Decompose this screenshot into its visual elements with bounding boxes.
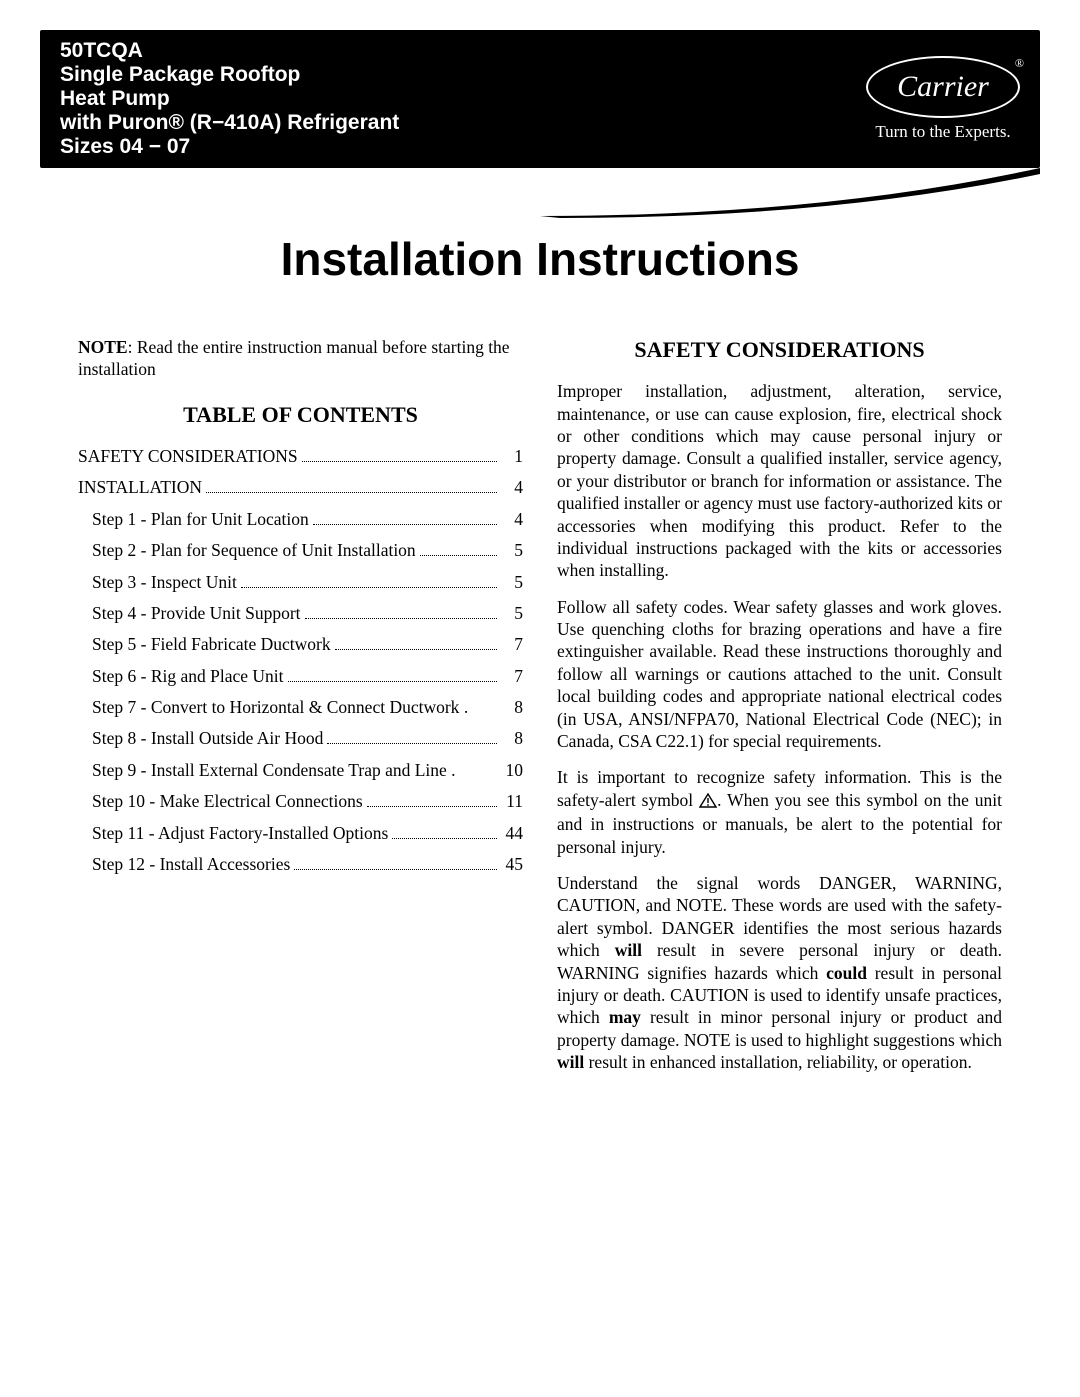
toc-row: Step 5 - Field Fabricate Ductwork 7 [78,633,523,655]
toc-page: 7 [501,665,523,687]
brand-logo: Carrier ® Turn to the Experts. [866,56,1020,142]
toc-short-dots: . [459,696,472,718]
toc-page: 10 [501,759,523,781]
toc-label: Step 3 - Inspect Unit [92,571,237,593]
toc-label: Step 5 - Field Fabricate Ductwork [92,633,331,655]
toc-label: Step 2 - Plan for Sequence of Unit Insta… [92,539,416,561]
toc-heading: TABLE OF CONTENTS [78,401,523,429]
toc-page: 7 [501,633,523,655]
safety-p4-b2: could [826,963,867,983]
page-title: Installation Instructions [0,232,1080,286]
toc-row: Step 11 - Adjust Factory-Installed Optio… [78,822,523,844]
logo-name: Carrier [897,70,989,104]
safety-paragraph-1: Improper installation, adjustment, alter… [557,380,1002,582]
toc-dots [206,492,497,493]
safety-p4-b1: will [615,940,642,960]
toc-row: SAFETY CONSIDERATIONS 1 [78,445,523,467]
toc-row: Step 9 - Install External Condensate Tra… [78,759,523,781]
safety-paragraph-4: Understand the signal words DANGER, WARN… [557,872,1002,1074]
toc-label: Step 11 - Adjust Factory-Installed Optio… [92,822,388,844]
header-line-5: Sizes 04 − 07 [60,135,190,158]
toc-page: 8 [501,696,523,718]
toc-label: Step 8 - Install Outside Air Hood [92,727,323,749]
toc-page: 44 [501,822,523,844]
toc-short-dots: . [447,759,460,781]
header-line-1: 50TCQA [60,39,143,62]
toc-page: 45 [501,853,523,875]
toc-dots [294,869,497,870]
header-line-2: Single Package Rooftop [60,63,300,86]
document-page: 50TCQA Single Package Rooftop Heat Pump … [0,30,1080,1147]
toc-page: 4 [501,476,523,498]
toc-row: Step 4 - Provide Unit Support 5 [78,602,523,624]
toc-row: Step 6 - Rig and Place Unit 7 [78,665,523,687]
toc-page: 4 [501,508,523,530]
toc-dots [305,618,497,619]
toc-label: Step 4 - Provide Unit Support [92,602,301,624]
safety-paragraph-2: Follow all safety codes. Wear safety gla… [557,596,1002,753]
safety-p4-b3: may [609,1007,641,1027]
header-line-4: with Puron® (R−410A) Refrigerant [60,111,399,134]
note-line: NOTE: Read the entire instruction manual… [78,336,523,381]
safety-alert-icon [699,791,717,813]
toc-row: Step 12 - Install Accessories 45 [78,853,523,875]
toc-page: 1 [501,445,523,467]
toc-label: INSTALLATION [78,476,202,498]
toc-row: Step 3 - Inspect Unit 5 [78,571,523,593]
toc-row: Step 1 - Plan for Unit Location 4 [78,508,523,530]
toc-dots [302,461,497,462]
toc-dots [241,587,497,588]
toc-label: Step 7 - Convert to Horizontal & Connect… [92,696,459,718]
logo-tagline: Turn to the Experts. [875,122,1010,142]
toc-list: SAFETY CONSIDERATIONS1INSTALLATION4Step … [78,445,523,875]
content-columns: NOTE: Read the entire instruction manual… [0,336,1080,1147]
toc-label: Step 10 - Make Electrical Connections [92,790,363,812]
toc-page: 8 [501,727,523,749]
toc-row: Step 7 - Convert to Horizontal & Connect… [78,696,523,718]
toc-label: Step 12 - Install Accessories [92,853,290,875]
toc-row: INSTALLATION 4 [78,476,523,498]
header-product-text: 50TCQA Single Package Rooftop Heat Pump … [60,39,399,160]
left-column: NOTE: Read the entire instruction manual… [78,336,523,1087]
toc-label: SAFETY CONSIDERATIONS [78,445,298,467]
header-band: 50TCQA Single Package Rooftop Heat Pump … [40,30,1040,168]
safety-p4-b4: will [557,1052,584,1072]
toc-dots [288,681,497,682]
safety-paragraph-3: It is important to recognize safety info… [557,766,1002,858]
toc-dots [335,649,497,650]
toc-page: 11 [501,790,523,812]
toc-label: Step 6 - Rig and Place Unit [92,665,284,687]
safety-heading: SAFETY CONSIDERATIONS [557,336,1002,364]
toc-page: 5 [501,602,523,624]
toc-row: Step 8 - Install Outside Air Hood 8 [78,727,523,749]
header-line-3: Heat Pump [60,87,170,110]
toc-row: Step 2 - Plan for Sequence of Unit Insta… [78,539,523,561]
safety-p4-end: result in enhanced installation, reliabi… [584,1052,972,1072]
toc-dots [392,838,497,839]
carrier-logo-oval: Carrier ® [866,56,1020,118]
note-label: NOTE [78,337,128,357]
toc-row: Step 10 - Make Electrical Connections 11 [78,790,523,812]
note-text: : Read the entire instruction manual bef… [78,337,510,379]
toc-page: 5 [501,571,523,593]
toc-page: 5 [501,539,523,561]
toc-dots [420,555,497,556]
toc-label: Step 1 - Plan for Unit Location [92,508,309,530]
toc-dots [327,743,497,744]
toc-label: Step 9 - Install External Condensate Tra… [92,759,447,781]
right-column: SAFETY CONSIDERATIONS Improper installat… [557,336,1002,1087]
toc-dots [313,524,497,525]
header-swoosh-icon [40,168,1040,218]
toc-dots [367,806,497,807]
